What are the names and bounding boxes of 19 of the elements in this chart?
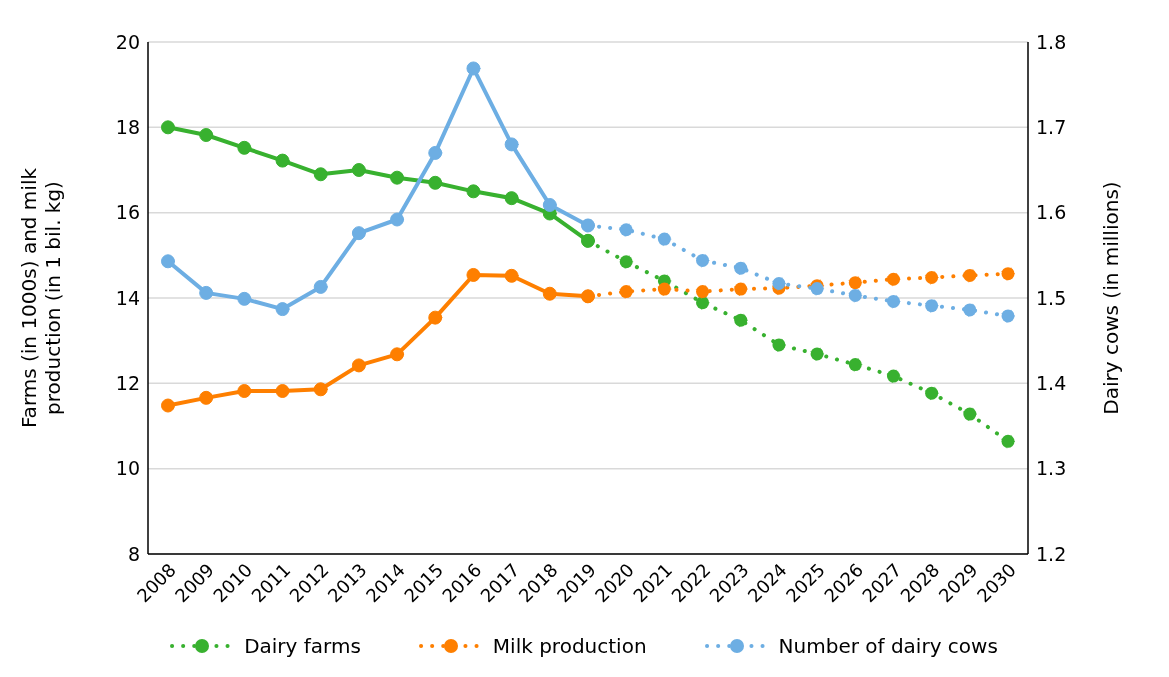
y2-tick-label: 1.5 — [1036, 286, 1067, 309]
y-tick-label: 16 — [115, 201, 140, 224]
y2-tick-label: 1.4 — [1036, 372, 1067, 395]
y2-axis-title: Dairy cows (in millions) — [1099, 181, 1123, 415]
legend-label: Milk production — [492, 634, 647, 658]
legend-label: Dairy farms — [244, 634, 361, 658]
y2-tick-label: 1.2 — [1036, 542, 1067, 565]
y2-tick-label: 1.7 — [1036, 116, 1067, 139]
y-tick-label: 20 — [115, 30, 140, 53]
y-tick-label: 18 — [115, 116, 140, 139]
y-tick-label: 14 — [115, 286, 140, 309]
y-tick-label: 12 — [115, 372, 140, 395]
legend-label: Number of dairy cows — [778, 634, 998, 658]
y2-tick-label: 1.3 — [1036, 457, 1067, 480]
y2-tick-label: 1.6 — [1036, 201, 1067, 224]
y-tick-label: 10 — [115, 457, 140, 480]
y-axis-title: Farms (in 1000s) and milk production (in 1 bil. kg) — [17, 167, 65, 429]
y-tick-label: 8 — [127, 542, 140, 565]
y2-tick-label: 1.8 — [1036, 30, 1067, 53]
